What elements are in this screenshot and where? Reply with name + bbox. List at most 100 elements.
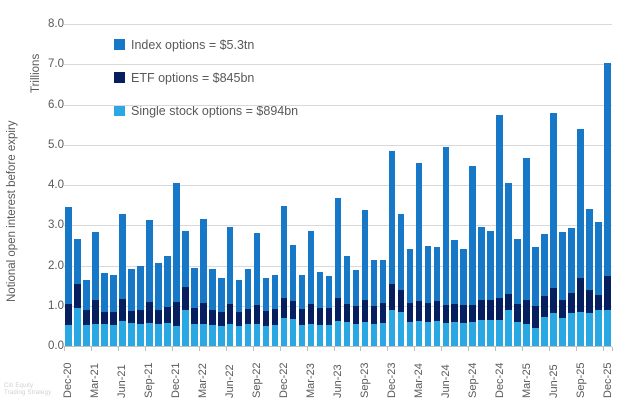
bar-segment-Apr-25 (532, 246, 539, 306)
legend-label: Single stock options = $894bn (131, 103, 299, 118)
bar-segment-Dec-20 (65, 325, 72, 346)
y-tick-label: 0.0 (48, 340, 64, 352)
bar-segment-Jan-23 (289, 245, 297, 301)
legend-label: Index options = $5.3tn (131, 37, 255, 52)
y-tick-label: 6.0 (48, 98, 64, 111)
x-axis-tick (603, 347, 605, 351)
x-axis-tick (252, 347, 254, 351)
bar-segment-Mar-23 (307, 303, 315, 324)
bar-segment-Mar-24 (415, 321, 423, 346)
bar-segment-Nov-25 (595, 294, 602, 310)
bar-segment-Oct-24 (478, 319, 486, 346)
bar-segment-May-25 (541, 296, 548, 317)
bar-segment-Sep-24 (469, 165, 477, 305)
bar-segment-Aug-21 (137, 323, 144, 346)
watermark-line2: Trading Strategy (4, 390, 52, 396)
bar-segment-Aug-22 (244, 308, 252, 324)
x-axis-tick (522, 347, 524, 351)
bar-segment-Aug-23 (352, 270, 360, 306)
chart-legend: Index options = $5.3tn ETF options = $84… (114, 38, 298, 137)
bar-segment-Sep-22 (253, 304, 261, 324)
bar-segment-Apr-21 (101, 272, 108, 312)
bar-segment-Mar-23 (307, 323, 315, 346)
bar-segment-Mar-22 (199, 219, 207, 303)
bar-segment-May-21 (110, 311, 117, 326)
x-tick-label-Sep-25: Sep-25 (574, 362, 587, 398)
x-tick-label-Mar-21: Mar-21 (89, 363, 102, 398)
gridline-4 (64, 185, 612, 186)
bar-segment-Feb-22 (190, 267, 198, 308)
bar-segment-Apr-22 (208, 309, 216, 326)
x-tick-label-Jun-21: Jun-21 (116, 364, 129, 398)
bar-segment-Jul-25 (559, 232, 566, 301)
bar-segment-Dec-23 (388, 151, 396, 284)
bar-segment-Sep-21 (146, 322, 153, 346)
bar-segment-Apr-22 (208, 325, 216, 346)
x-axis-tick (117, 347, 119, 351)
bar-segment-Jul-22 (235, 311, 243, 326)
x-axis-tick (414, 347, 416, 351)
bar-segment-May-22 (217, 325, 225, 346)
bar-segment-Mar-25 (523, 299, 530, 324)
bar-segment-Jun-21 (119, 213, 126, 299)
bar-segment-Jul-24 (451, 240, 459, 304)
bar-segment-Jul-25 (559, 300, 566, 319)
bar-segment-Jan-22 (181, 286, 189, 311)
bar-segment-Mar-23 (307, 231, 315, 304)
etf-options-swatch-icon (114, 72, 125, 83)
bar-segment-Oct-24 (478, 226, 486, 300)
y-tick-label: 4.0 (48, 179, 64, 191)
bar-segment-Mar-21 (92, 323, 99, 346)
bar-segment-Feb-24 (406, 248, 414, 303)
bar-segment-Sep-25 (577, 278, 584, 312)
bar-segment-Nov-24 (487, 231, 494, 300)
bar-segment-Jul-22 (235, 325, 243, 346)
x-axis-tick (225, 347, 227, 351)
bar-segment-Aug-24 (460, 249, 468, 305)
bar-segment-Jan-25 (505, 182, 512, 294)
bar-segment-Jun-22 (226, 323, 234, 346)
bar-segment-Jun-21 (119, 298, 126, 322)
bar-segment-Oct-22 (262, 310, 270, 326)
bar-segment-Dec-21 (172, 182, 180, 302)
bar-segment-Dec-22 (280, 298, 288, 318)
bar-segment-Sep-21 (146, 220, 153, 302)
watermark-line1: Citi Equity (4, 383, 34, 389)
y-tick-label: 1.0 (48, 299, 64, 312)
x-tick-label-Sep-24: Sep-24 (466, 362, 479, 398)
bar-segment-Jul-24 (451, 303, 459, 322)
bar-segment-Nov-25 (595, 309, 602, 346)
x-tick-label-Dec-20: Dec-20 (62, 362, 75, 398)
bar-segment-Oct-21 (155, 323, 162, 346)
bar-segment-Oct-25 (586, 290, 593, 314)
bar-segment-Nov-22 (271, 308, 279, 326)
bar-segment-Dec-21 (172, 301, 180, 326)
bar-segment-Nov-22 (271, 274, 279, 309)
bar-segment-Aug-23 (352, 323, 360, 346)
bar-segment-Jun-23 (334, 297, 342, 322)
bar-segment-Apr-22 (208, 268, 216, 310)
bar-segment-Jan-21 (74, 284, 81, 308)
bar-segment-Dec-24 (496, 114, 503, 298)
y-tick-label: 8.0 (48, 18, 64, 30)
bar-segment-Jun-24 (442, 146, 450, 305)
bar-segment-Jan-22 (181, 310, 189, 346)
bar-segment-Sep-25 (577, 128, 584, 279)
x-axis-tick (144, 347, 146, 351)
index-options-swatch-icon (114, 39, 125, 50)
bar-segment-Sep-23 (361, 210, 369, 300)
bar-segment-Nov-21 (164, 322, 171, 346)
bar-segment-Feb-23 (298, 325, 306, 346)
bar-segment-Aug-25 (568, 293, 575, 314)
bar-segment-Jun-25 (550, 113, 557, 289)
legend-item-index-options: Index options = $5.3tn (114, 37, 298, 52)
bar-segment-Sep-24 (469, 321, 477, 346)
bar-segment-Jan-23 (289, 300, 297, 319)
bar-segment-Aug-25 (568, 227, 575, 294)
bar-segment-Oct-25 (586, 209, 593, 291)
bar-segment-Aug-21 (137, 265, 144, 311)
bar-segment-Aug-22 (244, 268, 252, 309)
bar-segment-Mar-22 (199, 302, 207, 324)
x-axis-tick (198, 347, 200, 351)
